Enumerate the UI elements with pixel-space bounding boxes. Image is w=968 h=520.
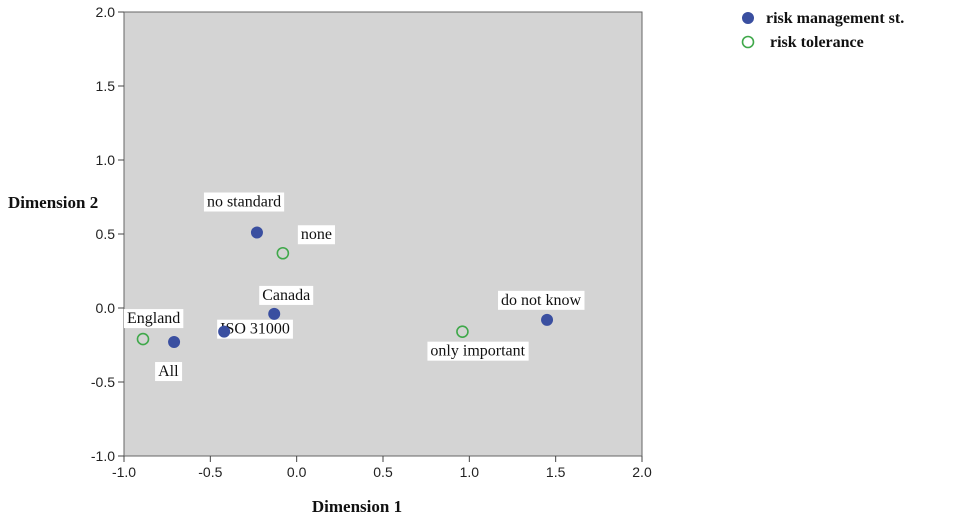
plot-frame bbox=[123, 11, 643, 457]
x-tick-label: -0.5 bbox=[198, 464, 222, 480]
data-point bbox=[218, 325, 231, 338]
y-tick-label: 2.0 bbox=[96, 4, 116, 20]
data-point bbox=[456, 325, 469, 338]
y-tick-label: 1.5 bbox=[96, 78, 116, 94]
point-label: only important bbox=[430, 343, 525, 360]
point-label: England bbox=[127, 310, 180, 327]
point-label: Canada bbox=[262, 287, 310, 304]
data-point bbox=[276, 246, 290, 260]
point-label-box bbox=[217, 319, 293, 339]
y-tick-label: 0.0 bbox=[96, 300, 116, 316]
x-tick-label: 0.0 bbox=[287, 464, 307, 480]
point-label: All bbox=[158, 363, 179, 380]
data-point bbox=[541, 313, 554, 326]
point-label-box bbox=[498, 290, 585, 310]
legend-marker bbox=[741, 35, 755, 49]
x-tick-label: 1.0 bbox=[460, 464, 480, 480]
data-point bbox=[168, 336, 181, 349]
point-label: ISO 31000 bbox=[220, 321, 290, 338]
x-tick-label: -1.0 bbox=[112, 464, 136, 480]
point-label: none bbox=[301, 226, 332, 243]
point-label-box bbox=[259, 285, 314, 305]
y-tick-label: 1.0 bbox=[96, 152, 116, 168]
data-points bbox=[136, 226, 554, 349]
y-axis: -1.0 -0.5 0.0 0.5 1.0 1.5 2.0 bbox=[91, 4, 124, 464]
point-label: do not know bbox=[501, 292, 581, 309]
point-label-box bbox=[297, 225, 335, 245]
legend: risk management st. risk tolerance bbox=[741, 10, 904, 51]
legend-marker bbox=[742, 12, 754, 24]
point-label-box bbox=[203, 192, 285, 212]
x-tick-label: 0.5 bbox=[373, 464, 393, 480]
data-point bbox=[136, 332, 150, 346]
point-label: no standard bbox=[207, 194, 281, 211]
x-axis-title: Dimension 1 bbox=[312, 497, 402, 516]
y-tick-label: 0.5 bbox=[96, 226, 116, 242]
point-label-box bbox=[123, 309, 184, 329]
y-tick-label: -1.0 bbox=[91, 448, 115, 464]
x-axis: -1.0 -0.5 0.0 0.5 1.0 1.5 2.0 bbox=[112, 456, 652, 480]
x-tick-label: 1.5 bbox=[546, 464, 566, 480]
plot-area bbox=[123, 11, 643, 457]
x-tick-label: 2.0 bbox=[632, 464, 652, 480]
legend-label: risk tolerance bbox=[770, 34, 864, 51]
data-point bbox=[250, 226, 263, 239]
y-tick-label: -0.5 bbox=[91, 374, 115, 390]
data-point bbox=[268, 307, 281, 320]
point-labels: no standard Canada ISO 31000 All do not know… bbox=[123, 192, 585, 382]
point-label-box bbox=[427, 341, 529, 361]
y-axis-title: Dimension 2 bbox=[8, 193, 98, 212]
legend-label: risk management st. bbox=[766, 10, 904, 27]
point-label-box bbox=[155, 362, 183, 382]
